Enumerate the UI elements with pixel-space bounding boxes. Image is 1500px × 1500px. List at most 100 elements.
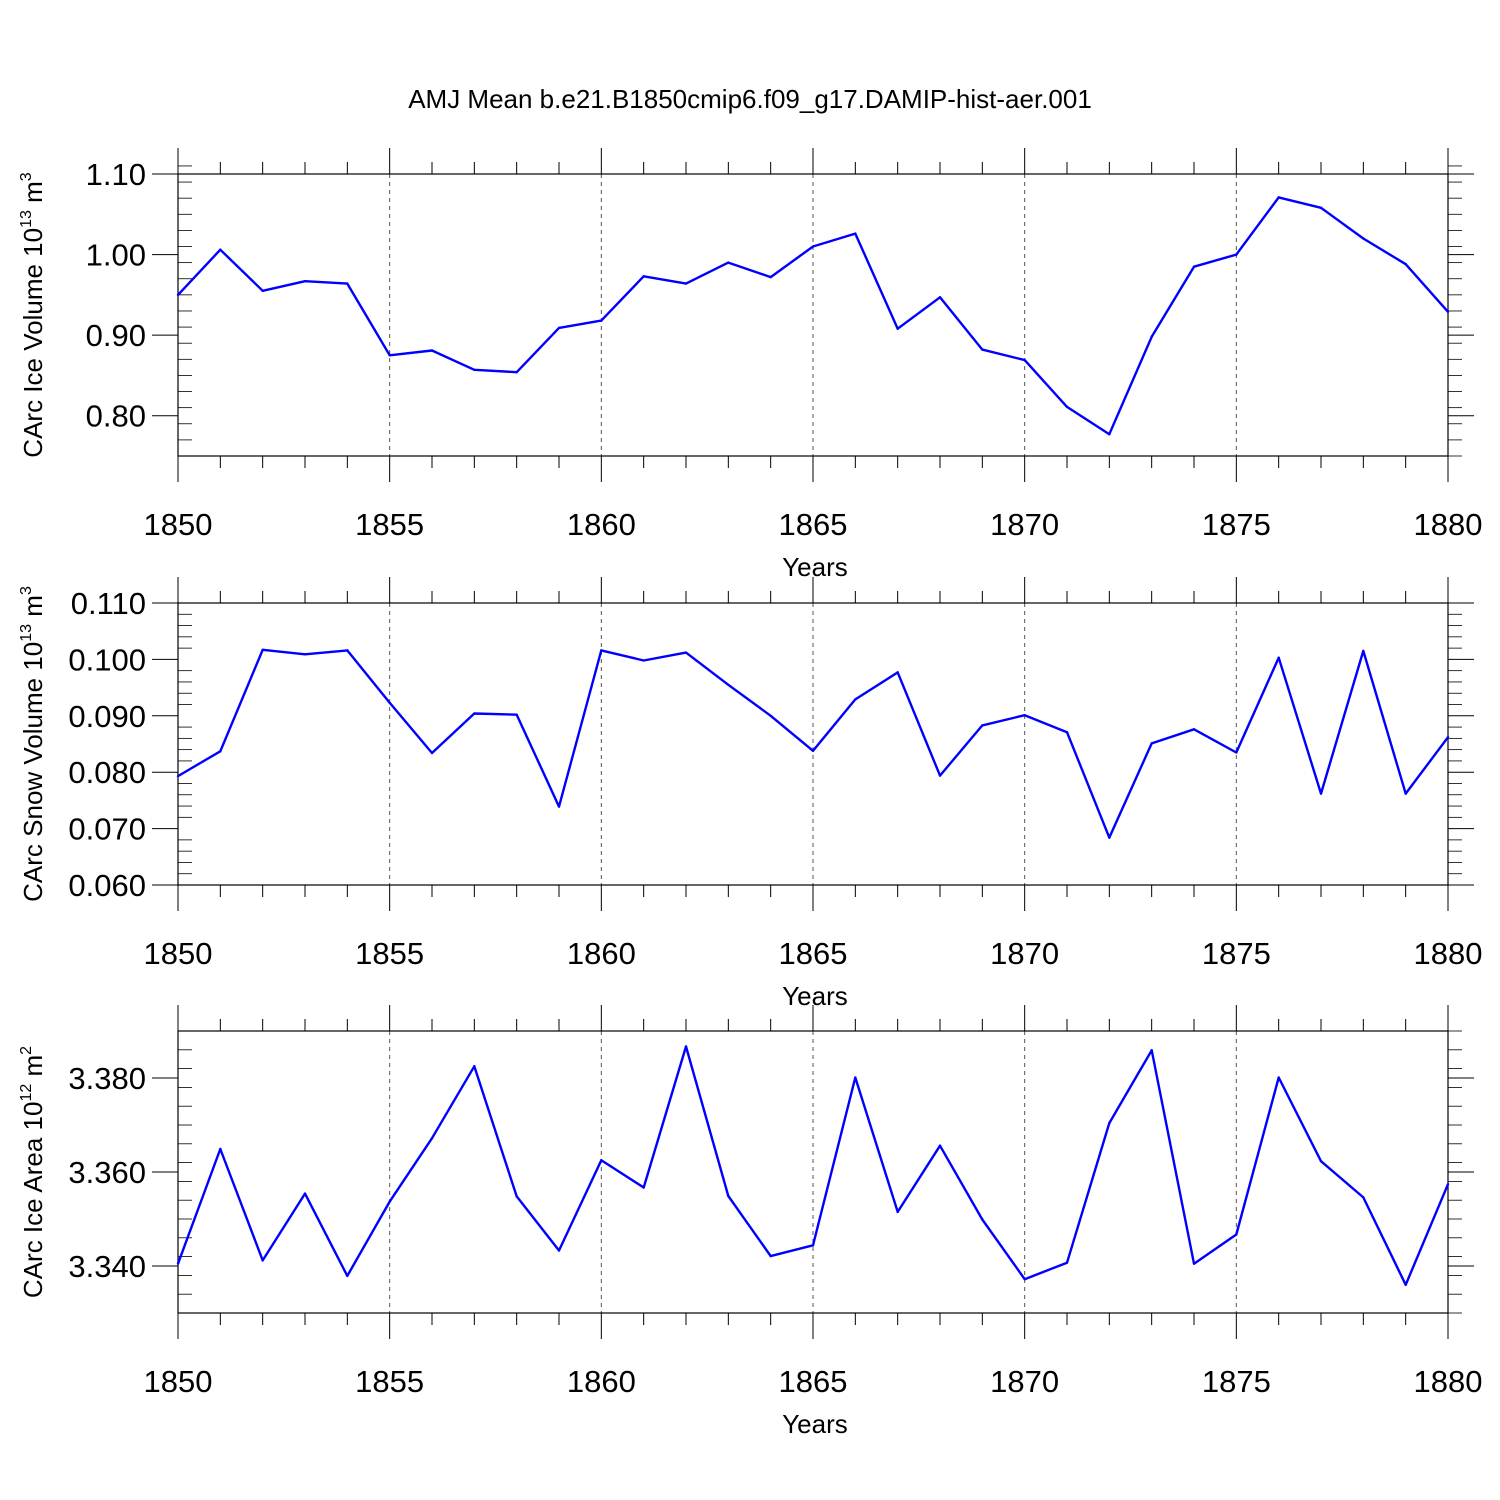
data-point [1023, 1277, 1026, 1281]
data-point [896, 1210, 899, 1214]
x-axis-label: Years [782, 1409, 848, 1439]
data-point [473, 368, 476, 371]
x-tick-label: 1875 [1202, 1364, 1271, 1399]
data-point [219, 750, 222, 753]
data-point [642, 275, 645, 278]
x-tick-label: 1865 [779, 507, 848, 542]
y-axis-label: CArc Ice Area 1012 m2 [18, 1046, 48, 1298]
x-tick-label: 1850 [144, 936, 213, 971]
y-tick-label: 0.060 [68, 868, 146, 903]
data-point [430, 349, 434, 352]
y-tick-label: 0.070 [68, 812, 146, 847]
y-tick-label: 3.380 [68, 1061, 146, 1096]
y-tick-label: 0.080 [68, 755, 146, 790]
data-point [1150, 335, 1153, 338]
x-axis-label: Years [782, 981, 848, 1011]
data-point [1362, 237, 1365, 240]
data-point [346, 649, 349, 652]
x-tick-label: 1870 [990, 507, 1059, 542]
data-point [219, 1147, 222, 1151]
data-point [896, 671, 899, 674]
data-point [515, 1195, 518, 1198]
data-point [1362, 1196, 1365, 1199]
data-point [642, 1186, 645, 1189]
data-point [769, 275, 772, 279]
data-point [727, 1194, 730, 1198]
data-point [1065, 1261, 1069, 1264]
data-point [896, 327, 899, 330]
data-point [600, 1159, 603, 1162]
data-point [981, 348, 984, 351]
y-tick-label: 0.100 [68, 642, 146, 677]
data-point [1235, 751, 1238, 754]
data-point [346, 282, 349, 285]
data-point [1192, 1262, 1196, 1265]
data-point [346, 1274, 349, 1278]
data-point [261, 289, 264, 293]
x-tick-label: 1855 [355, 1364, 424, 1399]
data-point [854, 232, 857, 235]
x-tick-label: 1855 [355, 507, 424, 542]
data-point [1277, 196, 1280, 199]
data-point [473, 712, 476, 715]
data-point [219, 248, 222, 251]
data-point [1319, 206, 1323, 210]
y-tick-label: 0.90 [86, 318, 146, 353]
data-point [1192, 265, 1196, 268]
data-point [938, 296, 942, 299]
data-point [303, 279, 307, 283]
chart-panel-3: 3.340 3.360 3.380 1850 1855 1860 1865 1870 1875 1… [18, 1005, 1482, 1439]
data-point [1319, 1159, 1323, 1163]
data-point [600, 319, 603, 322]
data-point [1108, 836, 1111, 839]
x-tick-label: 1870 [990, 1364, 1059, 1399]
x-tick-label: 1865 [779, 1364, 848, 1399]
chart-panel-1: 0.80 0.90 1.00 1.10 1850 1855 1860 1865 1870 1875… [18, 148, 1482, 582]
y-tick-label: 3.340 [68, 1249, 146, 1284]
data-point [1404, 792, 1407, 795]
data-point [642, 659, 645, 662]
data-point [515, 371, 518, 374]
data-point [303, 653, 307, 656]
x-tick-label: 1875 [1202, 936, 1271, 971]
y-tick-label: 0.110 [71, 586, 146, 621]
x-tick-label: 1870 [990, 936, 1059, 971]
data-point [1150, 742, 1153, 745]
data-point [303, 1192, 307, 1195]
x-tick-label: 1880 [1414, 1364, 1483, 1399]
data-point [1277, 1076, 1280, 1079]
x-tick-label: 1865 [779, 936, 848, 971]
data-point [388, 354, 391, 357]
x-tick-label: 1860 [567, 507, 636, 542]
data-point [1404, 263, 1407, 266]
data-point [261, 648, 264, 652]
data-point [811, 1244, 815, 1247]
data-point [981, 724, 984, 727]
chart-title: AMJ Mean b.e21.B1850cmip6.f09_g17.DAMIP-… [408, 84, 1092, 114]
y-tick-label: 0.090 [68, 699, 146, 734]
x-tick-label: 1875 [1202, 507, 1271, 542]
data-point [430, 751, 434, 755]
data-point [1108, 1121, 1111, 1125]
data-point [981, 1218, 984, 1221]
data-point [727, 261, 730, 264]
data-point [1108, 433, 1111, 436]
data-point [176, 293, 180, 297]
data-point [1065, 730, 1069, 734]
data-point [176, 774, 180, 778]
data-point [769, 714, 772, 717]
y-axis-label: CArc Snow Volume 1013 m3 [18, 586, 48, 902]
data-point [600, 649, 603, 652]
x-tick-label: 1860 [567, 1364, 636, 1399]
data-point [1235, 1233, 1238, 1236]
y-tick-label: 3.360 [68, 1155, 146, 1190]
data-point [1235, 253, 1238, 256]
data-point [388, 701, 391, 705]
x-tick-label: 1880 [1414, 507, 1483, 542]
data-point [1319, 792, 1323, 795]
data-point [473, 1065, 476, 1068]
data-point [1362, 649, 1365, 653]
data-point [854, 1076, 857, 1079]
data-point [388, 1200, 391, 1203]
